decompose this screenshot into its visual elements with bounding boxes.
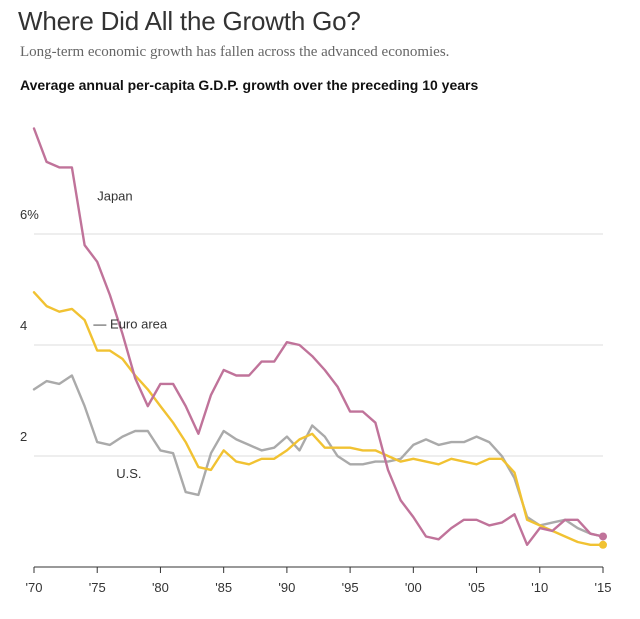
x-tick-label: '90 [278,580,295,595]
x-tick-label: '00 [405,580,422,595]
series-lines [32,127,607,549]
page-subtitle: Long-term economic growth has fallen acr… [20,44,450,60]
japan-end-point [599,532,607,541]
x-tick-label: '85 [215,580,232,595]
x-tick-label: '80 [152,580,169,595]
x-tick-label: '95 [342,580,359,595]
y-tick-label: 2 [20,429,27,444]
us-label: U.S. [116,466,141,481]
series-annotations: Japan — Euro area U.S. [93,189,167,482]
y-gridlines: 2 4 6% [20,207,603,457]
x-tick-label: '05 [468,580,485,595]
euro-line [32,291,605,546]
x-axis: '70 '75 '80 '85 '90 '95 '00 '05 '10 '15 [26,566,612,595]
y-tick-label: 6% [20,207,39,222]
page-title: Where Did All the Growth Go? [18,6,361,36]
euro-end-point [599,540,607,549]
euro-label: — Euro area [93,316,167,331]
japan-line [32,127,605,546]
x-tick-label: '75 [89,580,106,595]
y-tick-label: 4 [20,318,27,333]
x-tick-label: '10 [531,580,548,595]
x-tick-label: '15 [595,580,612,595]
chart-heading: Average annual per-capita G.D.P. growth … [20,77,479,93]
japan-label: Japan [97,189,132,204]
x-tick-label: '70 [26,580,43,595]
